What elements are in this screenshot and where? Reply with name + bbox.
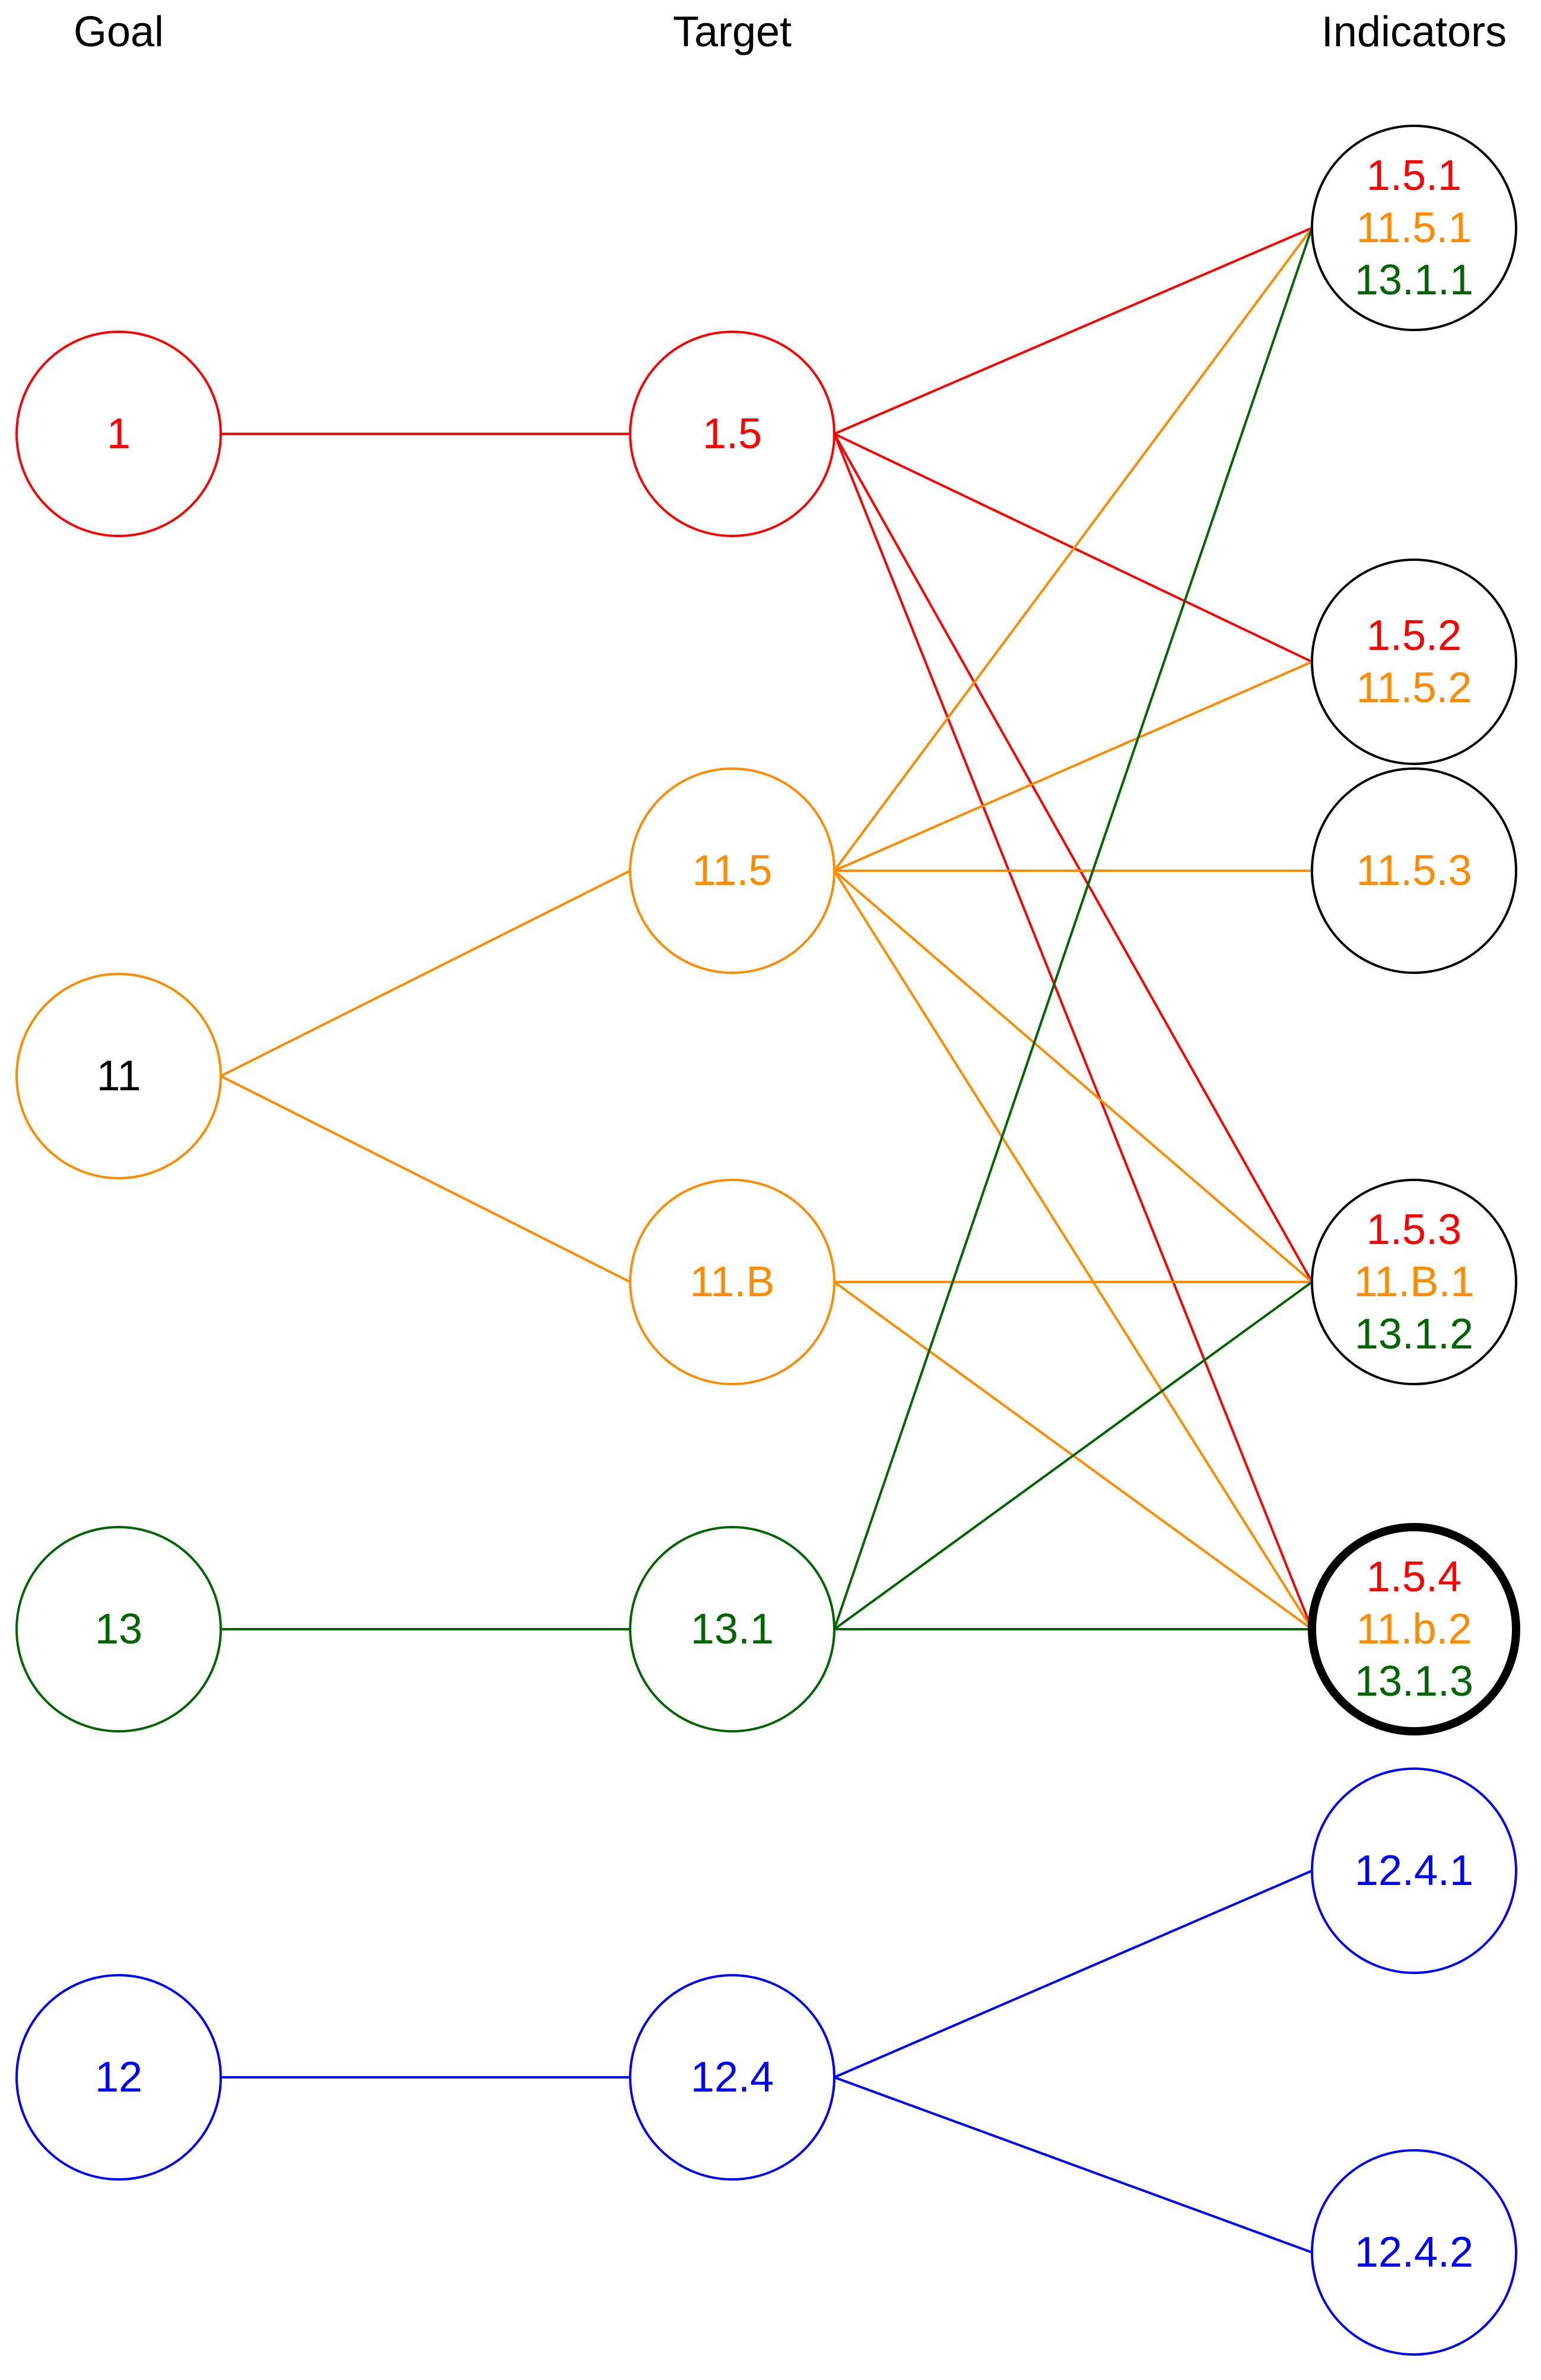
- target-node-13-1: 13.1: [629, 1526, 835, 1732]
- goal-node-12: 12: [15, 1974, 222, 2181]
- indicator-label: 13.1.2: [1355, 1310, 1473, 1358]
- indicator-node-5: 1.5.411.b.2 13.1.3: [1308, 1523, 1520, 1735]
- edges-layer: [220, 227, 1313, 2254]
- indicator-label: 11.5.3: [1356, 847, 1472, 894]
- target-node-11-B-circle: [629, 1179, 835, 1385]
- nodes-layer: 11113121.511.511.B13.112.41.5.111.5.113.…: [15, 125, 1520, 2356]
- target-label: 11.5: [692, 847, 773, 894]
- indicator-label: 13.1.1: [1355, 256, 1473, 304]
- edge-g11-t11_5: [220, 870, 631, 1077]
- target-label: 13.1: [691, 1605, 774, 1653]
- header-target: Target: [673, 8, 792, 56]
- edge-t13_1-i4: [833, 1281, 1313, 1630]
- target-node-12-4: 12.4: [629, 1974, 835, 2181]
- target-node-12-4-circle: [629, 1974, 835, 2181]
- indicator-node-2-circle: [1311, 558, 1517, 765]
- goal-label: 1: [107, 410, 131, 458]
- indicator-node-7: 12.4.2: [1311, 2149, 1517, 2356]
- edge-t11_5-i5: [833, 870, 1313, 1630]
- goal-node-11: 11: [15, 973, 222, 1179]
- edge-t12_4-i6: [834, 1870, 1313, 2078]
- indicator-label: 1.5.2: [1367, 612, 1461, 659]
- indicator-label: 1.5.3: [1367, 1206, 1461, 1254]
- edge-t11_5-i1: [833, 227, 1313, 872]
- goal-node-11-circle: [15, 973, 222, 1179]
- goal-label: 13: [95, 1605, 142, 1653]
- header-goal: Goal: [74, 8, 164, 56]
- goal-label: 12: [95, 2054, 142, 2101]
- target-label: 11.B: [690, 1258, 775, 1306]
- goal-node-12-circle: [15, 1974, 222, 2181]
- indicator-node-1-circle: [1311, 125, 1517, 331]
- goal-label: 11: [97, 1052, 141, 1100]
- target-node-11-5: 11.5: [629, 767, 835, 974]
- indicator-label: 11.5.2: [1356, 664, 1472, 712]
- indicator-node-3-circle: [1311, 767, 1517, 974]
- header-indicators: Indicators: [1321, 8, 1507, 56]
- indicator-node-4-circle: [1311, 1179, 1517, 1385]
- goal-node-13-circle: [15, 1526, 222, 1732]
- target-label: 12.4: [691, 2054, 774, 2101]
- edge-t1_5-i1: [834, 227, 1313, 435]
- indicator-node-3: 11.5.3: [1311, 767, 1517, 974]
- edge-t12_4-i7: [834, 2076, 1313, 2254]
- target-node-1-5: 1.5: [629, 331, 835, 537]
- edge-t13_1-i1: [833, 227, 1313, 1630]
- indicator-label: 12.4.2: [1355, 2229, 1473, 2276]
- indicator-node-5-circle: [1308, 1523, 1520, 1735]
- target-node-13-1-circle: [629, 1526, 835, 1732]
- target-node-11-B: 11.B: [629, 1179, 835, 1385]
- indicator-label: 11.b.2: [1356, 1605, 1472, 1653]
- target-label: 1.5: [703, 410, 762, 458]
- target-node-1-5-circle: [629, 331, 835, 537]
- indicator-node-6: 12.4.1: [1311, 1767, 1517, 1974]
- goal-node-13: 13: [15, 1526, 222, 1732]
- indicator-node-4: 1.5.311.B.113.1.2: [1311, 1179, 1517, 1385]
- edge-g11-t11_B: [220, 1075, 631, 1283]
- edge-t11_5-i4: [833, 870, 1313, 1283]
- indicator-label: 13.1.3: [1355, 1658, 1473, 1705]
- indicator-label: 12.4.1: [1355, 1847, 1473, 1895]
- indicator-label: 1.5.1: [1367, 152, 1461, 199]
- indicator-node-7-circle: [1311, 2149, 1517, 2356]
- target-node-11-5-circle: [629, 767, 835, 974]
- goal-node-1: 1: [15, 331, 222, 537]
- indicator-node-1: 1.5.1 11.5.113.1.1: [1311, 125, 1517, 331]
- edge-t1_5-i4: [833, 433, 1313, 1283]
- goal-node-1-circle: [15, 331, 222, 537]
- indicator-node-6-circle: [1311, 1767, 1517, 1974]
- indicator-label: 11.B.1: [1354, 1258, 1475, 1306]
- indicator-label: 11.5.1: [1356, 204, 1472, 252]
- edge-t11_5-i2: [834, 661, 1313, 872]
- indicator-node-2: 1.5.2 11.5.2: [1311, 558, 1517, 765]
- edge-t1_5-i5: [833, 433, 1313, 1630]
- indicator-label: 1.5.4: [1367, 1553, 1461, 1601]
